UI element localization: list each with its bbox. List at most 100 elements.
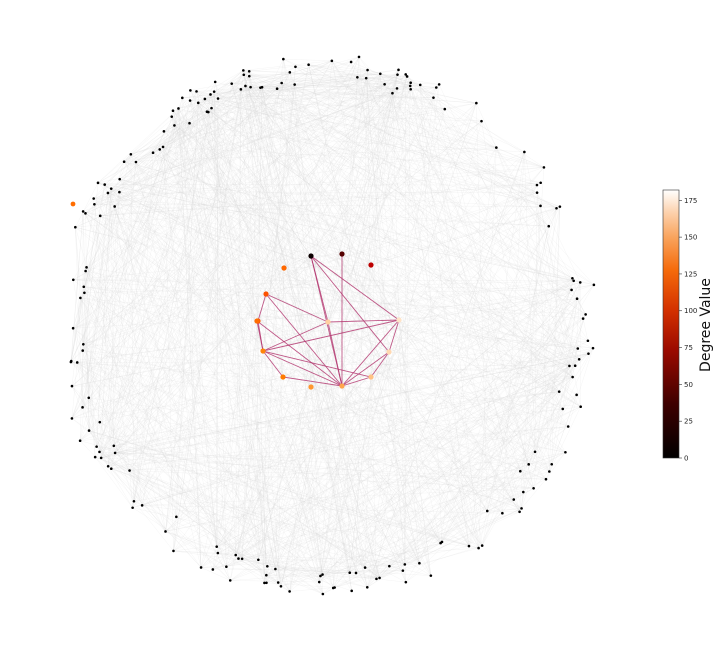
background-edge <box>319 289 572 583</box>
background-edge <box>226 320 259 567</box>
background-edge <box>159 149 390 567</box>
outer-node <box>591 346 595 350</box>
background-edge <box>96 72 291 447</box>
background-edge <box>258 66 296 560</box>
background-edge <box>536 192 576 366</box>
outer-node <box>282 57 285 61</box>
outer-node <box>195 90 198 93</box>
background-edge <box>107 466 202 568</box>
outer-node <box>527 463 531 466</box>
background-edge <box>341 253 350 573</box>
background-edge <box>71 184 105 362</box>
background-edge <box>75 182 541 228</box>
outer-node <box>171 109 175 113</box>
background-edge <box>71 74 406 419</box>
background-edges <box>70 56 595 595</box>
background-edge <box>182 97 529 465</box>
background-edge <box>189 100 267 583</box>
background-edge <box>85 213 227 567</box>
background-edge <box>376 578 406 583</box>
background-edge <box>568 348 594 427</box>
background-edge <box>163 107 212 132</box>
background-edge <box>72 328 405 565</box>
outer-node <box>96 181 100 185</box>
background-edge <box>162 111 208 148</box>
outer-node <box>587 352 590 355</box>
outer-node <box>480 544 484 547</box>
background-edge <box>562 298 578 409</box>
background-edge <box>410 82 483 546</box>
outer-node <box>586 339 590 343</box>
background-edge <box>281 82 550 472</box>
background-edge <box>281 82 321 576</box>
background-edge <box>178 108 259 560</box>
background-edge <box>71 360 366 568</box>
outer-node <box>575 393 578 397</box>
outer-node <box>321 592 325 596</box>
background-edge <box>97 182 563 410</box>
background-edge <box>142 488 534 506</box>
background-edge <box>245 85 577 395</box>
background-edge <box>243 70 520 512</box>
background-edge <box>72 161 125 329</box>
background-edge <box>171 116 390 353</box>
background-edge <box>389 353 589 567</box>
background-edge <box>88 397 552 465</box>
outer-node <box>365 585 369 589</box>
background-edge <box>173 102 199 551</box>
background-edge <box>99 451 323 595</box>
background-edge <box>265 206 560 295</box>
background-edge <box>111 85 246 189</box>
background-edge <box>111 468 390 567</box>
outer-node <box>74 225 77 229</box>
background-edge <box>210 94 550 472</box>
background-edge <box>173 550 377 580</box>
outer-node <box>557 390 561 393</box>
background-edge <box>308 64 432 576</box>
background-edge <box>410 82 482 122</box>
background-edge <box>283 58 557 209</box>
outer-node <box>134 160 138 164</box>
background-edge <box>70 361 380 579</box>
background-edge <box>173 340 589 552</box>
background-edge <box>190 90 312 257</box>
background-edge <box>355 70 368 573</box>
background-edge <box>171 74 244 117</box>
background-edge <box>549 394 577 472</box>
background-edge <box>242 558 323 575</box>
background-edge <box>420 84 443 542</box>
background-edge <box>410 82 549 227</box>
background-edge <box>216 546 239 559</box>
outer-node <box>158 148 162 151</box>
background-edge <box>281 82 372 266</box>
background-edge <box>549 282 581 472</box>
background-edge <box>173 82 282 551</box>
background-edge <box>243 74 343 387</box>
outer-node <box>237 557 240 560</box>
background-edge <box>72 73 381 329</box>
background-edge <box>70 211 84 363</box>
background-edge <box>71 211 84 362</box>
background-edge <box>276 88 368 588</box>
background-edge <box>165 87 261 532</box>
background-edge <box>114 452 290 592</box>
background-edge <box>75 227 84 345</box>
background-edge <box>240 89 434 98</box>
background-edge <box>83 146 164 287</box>
background-edge <box>215 81 544 168</box>
background-edge <box>79 440 166 532</box>
background-edge <box>159 149 259 322</box>
background-edge <box>440 147 497 544</box>
background-edge <box>172 110 276 570</box>
background-edge <box>101 255 312 459</box>
background-edge <box>283 192 538 269</box>
background-edge <box>256 97 434 322</box>
background-edge <box>85 84 385 214</box>
background-edge <box>93 167 544 199</box>
background-edge <box>104 184 285 269</box>
background-edge <box>70 204 95 363</box>
background-edge <box>171 116 572 291</box>
background-edge <box>260 85 411 88</box>
background-edge <box>107 192 279 583</box>
background-edge <box>404 488 534 565</box>
